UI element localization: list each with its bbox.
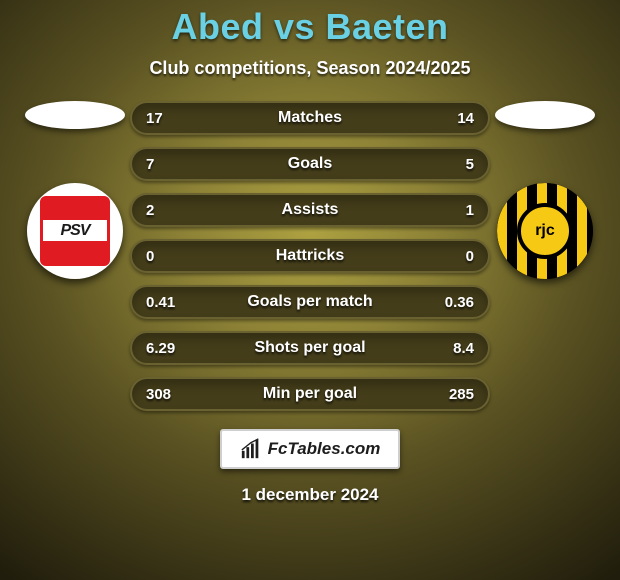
page-title: Abed vs Baeten bbox=[171, 6, 448, 48]
stat-label: Min per goal bbox=[132, 385, 488, 403]
stat-row: 6.29Shots per goal8.4 bbox=[130, 331, 490, 365]
brand-text: FcTables.com bbox=[268, 439, 381, 459]
stat-label: Goals bbox=[132, 155, 488, 173]
stat-row: 308Min per goal285 bbox=[130, 377, 490, 411]
right-player-column: rjc bbox=[490, 101, 600, 279]
chart-bars-icon bbox=[240, 438, 262, 460]
main-row: PSV 17Matches14 7Goals5 2Assists1 0Hattrick… bbox=[0, 101, 620, 411]
psv-logo-icon: PSV bbox=[40, 196, 110, 266]
roda-logo-icon: rjc bbox=[497, 183, 593, 279]
left-player-column: PSV bbox=[20, 101, 130, 279]
stats-table: 17Matches14 7Goals5 2Assists1 0Hattricks0 0.… bbox=[130, 101, 490, 411]
brand-attribution: FcTables.com bbox=[220, 429, 401, 469]
stat-row: 0Hattricks0 bbox=[130, 239, 490, 273]
stat-row: 0.41Goals per match0.36 bbox=[130, 285, 490, 319]
stat-label: Goals per match bbox=[132, 293, 488, 311]
right-player-silhouette bbox=[495, 101, 595, 129]
right-club-badge: rjc bbox=[497, 183, 593, 279]
comparison-card: Abed vs Baeten Club competitions, Season… bbox=[0, 0, 620, 580]
roda-logo-center: rjc bbox=[517, 203, 573, 259]
page-subtitle: Club competitions, Season 2024/2025 bbox=[149, 58, 470, 79]
stat-row: 7Goals5 bbox=[130, 147, 490, 181]
left-player-silhouette bbox=[25, 101, 125, 129]
stat-label: Hattricks bbox=[132, 247, 488, 265]
report-date: 1 december 2024 bbox=[241, 485, 378, 505]
stat-row: 17Matches14 bbox=[130, 101, 490, 135]
stat-row: 2Assists1 bbox=[130, 193, 490, 227]
left-club-badge: PSV bbox=[27, 183, 123, 279]
stat-label: Matches bbox=[132, 109, 488, 127]
footer: FcTables.com 1 december 2024 bbox=[220, 429, 401, 505]
stat-label: Shots per goal bbox=[132, 339, 488, 357]
stat-label: Assists bbox=[132, 201, 488, 219]
